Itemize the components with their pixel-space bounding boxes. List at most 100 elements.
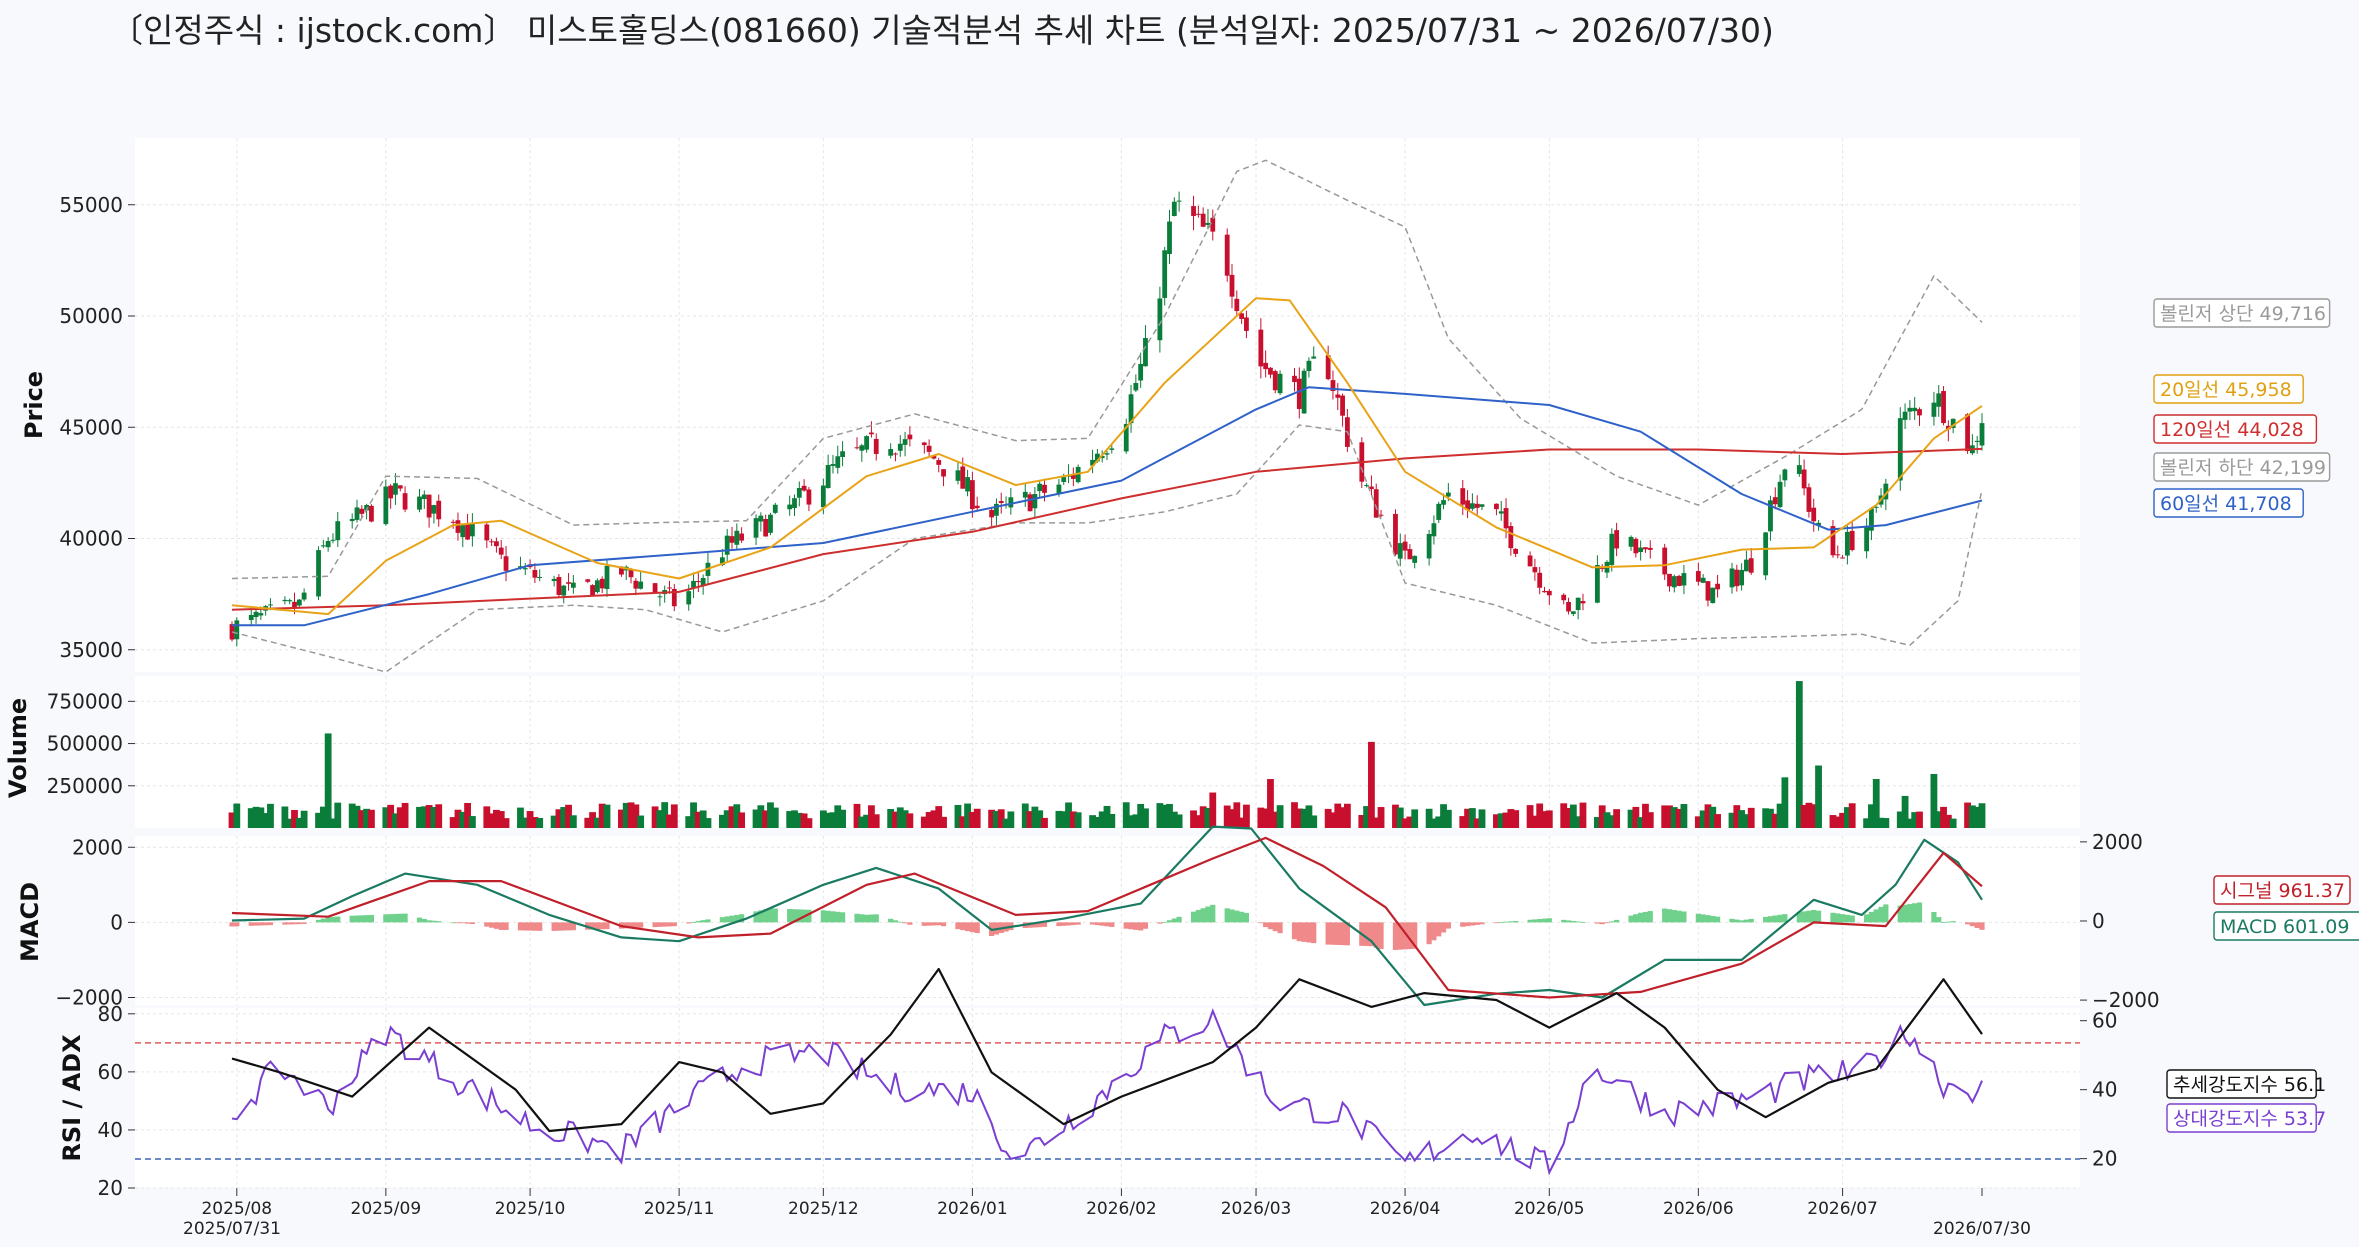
macd-histogram-bar xyxy=(1844,914,1850,923)
candle-body xyxy=(1373,489,1379,518)
macd-histogram-bar xyxy=(633,922,639,928)
volume-bar xyxy=(1411,809,1419,828)
macd-histogram-bar xyxy=(1782,914,1788,923)
volume-bar xyxy=(1973,806,1981,828)
volume-bar xyxy=(699,810,707,828)
ma20-line xyxy=(231,297,1983,616)
volume-bar xyxy=(1401,818,1409,828)
candle-body xyxy=(792,498,797,509)
volume-bar xyxy=(666,814,673,828)
candle-body xyxy=(1469,503,1475,509)
rsi-y-tick-label: 20 xyxy=(98,1176,123,1200)
volume-bar xyxy=(1435,816,1443,828)
macd-histogram-bar xyxy=(1234,910,1240,923)
volume-bar xyxy=(1728,812,1736,828)
volume-bar xyxy=(1848,803,1856,828)
macd-histogram-bar xyxy=(469,922,475,925)
volume-bar xyxy=(1526,805,1534,828)
macd-histogram-bar xyxy=(436,921,442,923)
volume-bar xyxy=(685,816,693,828)
macd-histogram-bar xyxy=(589,922,596,930)
volume-bar xyxy=(1877,817,1885,828)
volume-bar xyxy=(425,805,433,828)
candle-body xyxy=(1104,453,1110,455)
volume-bar xyxy=(1579,802,1587,828)
candle-body xyxy=(469,523,475,537)
panel-macd-background xyxy=(135,836,2080,1005)
volume-bar xyxy=(1026,811,1034,828)
candle-body xyxy=(700,577,706,586)
volume-bar xyxy=(454,809,462,828)
volume-bar xyxy=(1569,804,1577,828)
macd-histogram-bar xyxy=(1373,922,1379,948)
macd-histogram-bar xyxy=(729,915,735,923)
volume-bar xyxy=(358,810,366,828)
volume-bar xyxy=(1747,807,1755,828)
candle-body xyxy=(1335,394,1341,398)
volume-bar xyxy=(1536,803,1544,828)
macd-histogram-bar xyxy=(426,920,432,923)
volume-bar xyxy=(1055,810,1063,828)
volume-bar xyxy=(661,802,669,828)
volume-bar xyxy=(1425,808,1433,828)
macd-histogram-bar xyxy=(1224,908,1230,923)
candle-body xyxy=(1974,440,1980,442)
macd-histogram-bar xyxy=(955,922,961,930)
candle-body xyxy=(1763,532,1769,576)
macd-histogram-bar xyxy=(1229,909,1235,923)
candle-body xyxy=(801,485,807,491)
candle-body xyxy=(1869,508,1874,531)
macd-histogram-bar xyxy=(1734,919,1740,923)
macd-histogram-bar xyxy=(1258,922,1264,924)
volume-bar xyxy=(767,802,774,828)
volume-bar xyxy=(795,812,803,828)
volume-bar xyxy=(757,805,765,828)
volume-bar xyxy=(1060,811,1068,828)
volume-bar xyxy=(1343,803,1351,828)
candle-body xyxy=(888,449,894,456)
volume-bar xyxy=(853,803,861,828)
macd-histogram-bar xyxy=(1041,922,1048,927)
macd-histogram-bar xyxy=(493,922,500,929)
rsi-adx-axis-label: RSI / ADX xyxy=(58,1034,86,1162)
volume-bar xyxy=(670,804,678,828)
volume-bar xyxy=(1762,808,1770,828)
rsi-value-text: 상대강도지수 53.7 xyxy=(2173,1108,2326,1130)
macd-histogram-bar xyxy=(364,915,370,923)
candle-body xyxy=(936,460,942,465)
candle-body xyxy=(1729,568,1735,588)
ma20-value-box xyxy=(2153,374,2304,404)
volume-bar xyxy=(1704,804,1712,828)
macd-histogram-bar xyxy=(537,922,543,931)
macd-histogram-bar xyxy=(397,913,403,923)
macd-histogram-bar xyxy=(1138,922,1144,931)
volume-bar xyxy=(569,815,577,828)
candle-body xyxy=(292,601,297,609)
volume-y-tick-label: 250000 xyxy=(47,774,123,798)
macd-histogram-bar xyxy=(489,922,495,928)
volume-bar xyxy=(1291,802,1298,828)
macd-histogram-bar xyxy=(657,922,663,927)
macd-histogram-bar xyxy=(1479,922,1485,925)
candle-body xyxy=(369,505,374,522)
volume-bar xyxy=(1170,811,1178,828)
macd-histogram-bar xyxy=(561,922,567,931)
volume-bar xyxy=(1781,777,1789,828)
volume-bar xyxy=(1815,765,1822,828)
candle-body xyxy=(561,585,567,596)
macd-histogram-bar xyxy=(791,909,798,923)
candle-body xyxy=(1195,213,1201,215)
candle-body xyxy=(1234,298,1240,312)
price-y-tick-label: 45000 xyxy=(59,415,123,439)
candle-body xyxy=(753,518,759,538)
candle-body xyxy=(1744,559,1749,572)
macd-histogram-bar xyxy=(806,909,812,923)
candle-body xyxy=(1032,494,1038,509)
volume-bar xyxy=(1944,814,1952,828)
candle-body xyxy=(599,578,605,589)
volume-bar xyxy=(1675,808,1683,828)
macd-histogram-bar xyxy=(1166,920,1173,923)
macd-histogram-bar xyxy=(503,922,509,931)
volume-bar xyxy=(1002,818,1010,828)
